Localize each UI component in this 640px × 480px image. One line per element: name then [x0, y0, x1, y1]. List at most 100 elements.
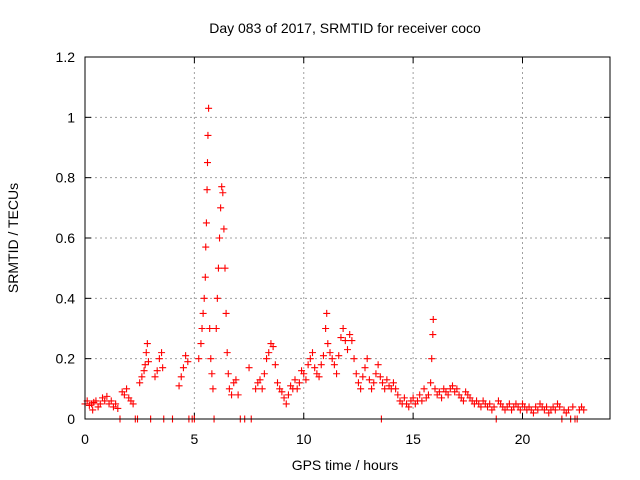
data-point [182, 352, 190, 360]
data-point [209, 385, 217, 393]
data-point [205, 104, 213, 112]
data-point [416, 391, 424, 399]
data-point [175, 382, 183, 390]
data-point [459, 397, 467, 405]
data-point [534, 406, 542, 414]
data-point [234, 391, 242, 399]
data-point [101, 397, 109, 405]
y-tick-label: 0.4 [56, 290, 76, 306]
x-tick-label: 5 [190, 431, 198, 447]
data-point [444, 391, 452, 399]
data-point [392, 385, 400, 393]
data-point [431, 385, 439, 393]
plot-frame [84, 56, 611, 420]
data-point [352, 370, 360, 378]
data-point [202, 243, 210, 251]
data-point [564, 406, 572, 414]
data-point [449, 382, 456, 390]
data-point [405, 403, 413, 411]
data-point [199, 309, 207, 317]
data-point [295, 379, 303, 387]
data-point [153, 367, 161, 375]
data-point [151, 373, 159, 381]
data-point [427, 379, 435, 387]
data-point [204, 159, 211, 167]
data-point [418, 397, 426, 405]
data-point [551, 406, 559, 414]
data-point [263, 355, 271, 363]
data-point [155, 355, 163, 363]
data-point [319, 352, 327, 360]
data-point [256, 376, 264, 384]
data-point [291, 376, 299, 384]
data-point [202, 219, 210, 227]
data-point [341, 337, 349, 345]
data-point [89, 406, 97, 414]
data-point [429, 331, 437, 339]
data-point [224, 370, 232, 378]
data-point [370, 379, 378, 387]
data-point [409, 394, 417, 402]
data-point [197, 340, 205, 348]
data-point [203, 186, 211, 194]
data-point [217, 204, 225, 212]
data-point [486, 400, 494, 408]
data-point [282, 400, 290, 408]
data-point [140, 367, 148, 375]
data-point [328, 355, 336, 363]
data-point [142, 349, 150, 357]
data-point [221, 264, 229, 272]
data-point [216, 234, 224, 242]
data-point [103, 392, 111, 400]
data-point [207, 355, 215, 363]
data-point [219, 189, 227, 197]
data-point [212, 325, 220, 332]
data-point [258, 385, 266, 393]
data-point [280, 394, 288, 402]
data-point [204, 131, 212, 139]
data-point [324, 340, 332, 348]
y-tick-label: 1 [67, 109, 75, 125]
data-point [490, 403, 498, 411]
y-tick-label: 0.2 [56, 351, 76, 367]
data-point [184, 358, 192, 366]
data-point [529, 409, 537, 417]
x-tick-label: 0 [81, 431, 89, 447]
data-point [138, 373, 146, 381]
data-point [359, 373, 367, 381]
data-point [213, 294, 221, 302]
data-point [220, 225, 228, 233]
data-point [200, 294, 208, 302]
data-point [92, 397, 100, 405]
data-point [293, 385, 301, 393]
data-point [311, 364, 319, 372]
data-point [232, 376, 240, 384]
data-point [195, 355, 203, 363]
data-point [368, 385, 376, 393]
data-point [208, 370, 216, 378]
data-point [159, 364, 167, 372]
data-point [429, 315, 437, 323]
data-point [278, 388, 286, 396]
data-point [223, 349, 231, 357]
data-point [144, 358, 152, 366]
data-point [269, 343, 277, 351]
data-point [201, 273, 209, 281]
data-point [339, 325, 347, 332]
data-point [317, 361, 325, 369]
y-tick-label: 1.2 [56, 49, 76, 65]
data-point [344, 346, 351, 354]
data-point [420, 385, 428, 393]
x-tick-labels: 0 5 10 15 20 [81, 431, 530, 447]
data-point [304, 361, 312, 369]
data-point [383, 376, 391, 384]
data-point [337, 334, 345, 342]
data-point [284, 391, 292, 399]
data-point [315, 373, 323, 381]
data-point [129, 400, 137, 408]
data-point [376, 373, 384, 381]
data-point [222, 309, 230, 317]
data-point [274, 379, 281, 387]
data-point [271, 361, 279, 369]
